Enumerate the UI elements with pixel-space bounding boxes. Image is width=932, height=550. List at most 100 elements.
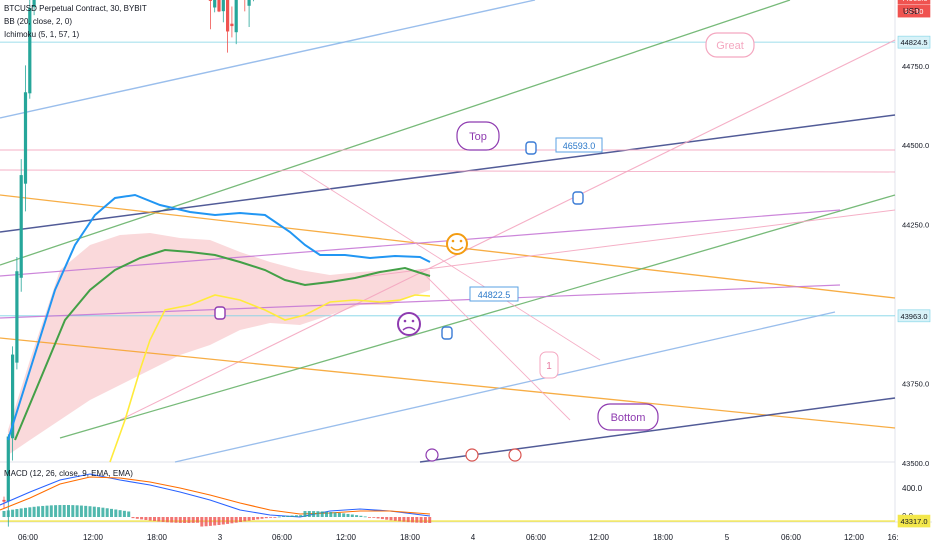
price-label: 43317.0 <box>900 517 927 526</box>
macd-histogram-bar <box>234 517 238 523</box>
bb-legend[interactable]: BB (20, close, 2, 0) <box>4 17 73 26</box>
macd-histogram-bar <box>92 506 96 517</box>
macd-histogram-bar <box>230 517 234 524</box>
trend-line <box>0 0 791 266</box>
macd-histogram-bar <box>239 517 242 523</box>
time-axis-tick: 3 <box>218 533 223 542</box>
event-marker-icon <box>508 448 522 462</box>
time-axis-tick: 12:00 <box>336 533 357 542</box>
macd-histogram-bar <box>355 515 359 517</box>
top-callout-label: Top <box>469 131 487 143</box>
bottom-callout-label: Bottom <box>611 412 646 424</box>
candle-body <box>213 0 217 8</box>
great-callout-bubble <box>705 32 755 58</box>
candle-body <box>6 436 10 502</box>
macd-histogram-bar <box>101 507 105 517</box>
macd-histogram-bar <box>286 515 290 517</box>
price-label: 44824.5 <box>900 38 927 47</box>
time-axis[interactable]: 06:00 12:00 18:00 3 06:00 12:00 18:00 4 06:00 12:… <box>18 533 899 542</box>
candle-body <box>230 23 234 27</box>
macd-histogram-bar <box>58 505 62 517</box>
price-label: 44963.0 <box>900 0 927 3</box>
price-axis-tick: 44500.0 <box>902 141 929 150</box>
macd-histogram-bar <box>393 517 397 521</box>
price-tag-46593 <box>555 137 603 153</box>
macd-axis-tick: 400.0 <box>902 484 923 493</box>
price-axis-tick: 44250.0 <box>902 221 929 230</box>
macd-histogram-bar <box>325 511 328 517</box>
ichimoku-legend[interactable]: Ichimoku (5, 1, 57, 1) <box>4 30 80 39</box>
price-axis[interactable]: 48250.048000.047500.047250.047000.046750… <box>897 0 931 528</box>
macd-histogram-bar <box>45 505 49 517</box>
ichimoku-cloud <box>8 233 430 455</box>
event-marker-icon <box>425 448 439 462</box>
time-axis-tick: 06:00 <box>18 533 39 542</box>
time-axis-tick: 06:00 <box>526 533 547 542</box>
candle-body <box>19 175 23 278</box>
top-callout-bubble <box>456 121 500 151</box>
trend-line <box>0 337 896 429</box>
time-axis-tick: 06:00 <box>781 533 802 542</box>
macd-histogram-bar <box>6 510 10 517</box>
macd-histogram-bar <box>196 517 199 523</box>
macd-histogram-bar <box>161 517 165 522</box>
macd-histogram-bar <box>204 517 208 527</box>
macd-histogram-bar <box>363 516 367 518</box>
macd-histogram-bar <box>389 517 393 521</box>
time-axis-tick: 18:00 <box>147 533 168 542</box>
macd-histogram-bar <box>247 517 251 521</box>
macd-histogram-bar <box>174 517 178 523</box>
sad-face-eye <box>403 319 407 323</box>
macd-histogram-bar <box>54 505 58 517</box>
time-axis-tick: 16: <box>887 533 898 542</box>
candle-body <box>221 0 225 12</box>
price-label-box <box>897 514 931 528</box>
hand-pointer-icon <box>441 326 453 340</box>
macd-histogram-bar <box>62 505 66 517</box>
trend-line <box>0 284 841 319</box>
macd-histogram-bar <box>372 517 376 518</box>
macd-histogram-bar <box>402 517 406 522</box>
macd-histogram-bar <box>329 512 333 517</box>
macd-histogram-bar <box>165 517 169 523</box>
macd-histogram-bar <box>97 507 101 517</box>
macd-legend[interactable]: MACD (12, 26, close, 9, EMA, EMA) <box>4 469 133 478</box>
candle-body <box>226 0 230 32</box>
candle-body <box>2 499 6 502</box>
macd-histogram-bar <box>380 517 384 520</box>
macd-histogram-bar <box>88 506 92 517</box>
time-axis-tick: 18:00 <box>653 533 674 542</box>
macd-histogram-bar <box>346 513 350 517</box>
macd-histogram-bar <box>84 505 88 517</box>
macd-histogram-bar <box>423 517 427 523</box>
time-axis-tick: 12:00 <box>589 533 610 542</box>
macd-histogram-bar <box>11 509 15 517</box>
macd-histogram-bar <box>110 508 113 517</box>
macd-histogram-bar <box>316 511 320 517</box>
trend-line <box>119 39 896 421</box>
macd-histogram-bar <box>251 517 255 521</box>
price-tag-44822 <box>469 286 519 302</box>
one-callout-bubble <box>539 351 559 379</box>
macd-histogram-bar <box>41 505 45 517</box>
time-axis-tick: 4 <box>471 533 476 542</box>
macd-histogram-bar <box>75 505 79 517</box>
macd-histogram-bar <box>226 517 230 524</box>
macd-histogram-bar <box>28 507 32 517</box>
macd-histogram-bar <box>208 517 212 526</box>
macd-histogram-bar <box>140 517 144 520</box>
macd-histogram-bar <box>282 516 285 517</box>
macd-histogram-bar <box>290 515 294 517</box>
macd-histogram-bar <box>183 517 187 523</box>
macd-histogram-bar <box>36 506 40 517</box>
candles <box>2 0 254 527</box>
macd-histogram-bar <box>19 508 23 517</box>
time-axis-tick: 12:00 <box>844 533 865 542</box>
price-label: 43963.0 <box>900 312 927 321</box>
symbol-title[interactable]: BTCUSD Perpetual Contract, 30, BYBIT <box>4 4 147 13</box>
macd-histogram-bar <box>187 517 191 523</box>
candle-body <box>234 0 238 33</box>
macd-histogram-bar <box>200 517 204 527</box>
macd-histogram-bar <box>153 517 156 522</box>
